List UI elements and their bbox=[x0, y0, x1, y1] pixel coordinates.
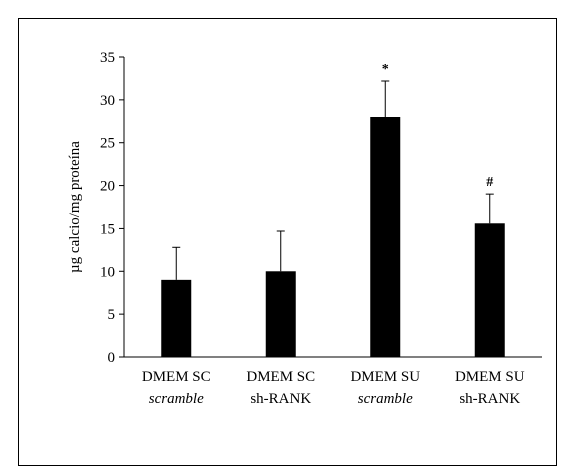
x-tick-label-sub: scramble bbox=[149, 391, 204, 407]
y-tick-label: 35 bbox=[100, 50, 115, 66]
error-bars bbox=[172, 80, 494, 280]
x-tick-label: DMEM SC bbox=[246, 369, 315, 385]
bar bbox=[370, 117, 401, 357]
y-tick-label: 15 bbox=[100, 221, 115, 237]
bars bbox=[161, 117, 505, 357]
bar bbox=[265, 271, 296, 357]
y-tick-label: 30 bbox=[100, 93, 115, 109]
x-tick-label-sub: sh-RANK bbox=[250, 391, 311, 407]
annotations: *# bbox=[382, 62, 494, 190]
y-tick-label: 5 bbox=[108, 307, 116, 323]
y-axis-label: µg calcio/mg proteína bbox=[67, 141, 83, 273]
category-labels: DMEM SC scramble DMEM SC sh-RANK DMEM SU scra… bbox=[142, 369, 525, 407]
y-tick-label: 10 bbox=[100, 264, 115, 280]
chart-frame: µg calcio/mg proteína 0 5 10 15 20 25 30 35 * # … bbox=[18, 18, 557, 466]
x-tick-label: DMEM SU bbox=[350, 369, 420, 385]
significance-mark: * bbox=[382, 62, 389, 77]
x-tick-label-sub: sh-RANK bbox=[459, 391, 520, 407]
bar bbox=[474, 223, 505, 357]
bar bbox=[161, 279, 192, 357]
x-tick-label: DMEM SC bbox=[142, 369, 211, 385]
x-tick-label-sub: scramble bbox=[358, 391, 413, 407]
y-tick-label: 0 bbox=[108, 350, 116, 366]
y-tick-label: 20 bbox=[100, 179, 115, 195]
axes: 0 5 10 15 20 25 30 35 bbox=[100, 50, 542, 366]
significance-mark: # bbox=[486, 175, 493, 190]
y-tick-label: 25 bbox=[100, 136, 115, 152]
x-tick-label: DMEM SU bbox=[455, 369, 525, 385]
